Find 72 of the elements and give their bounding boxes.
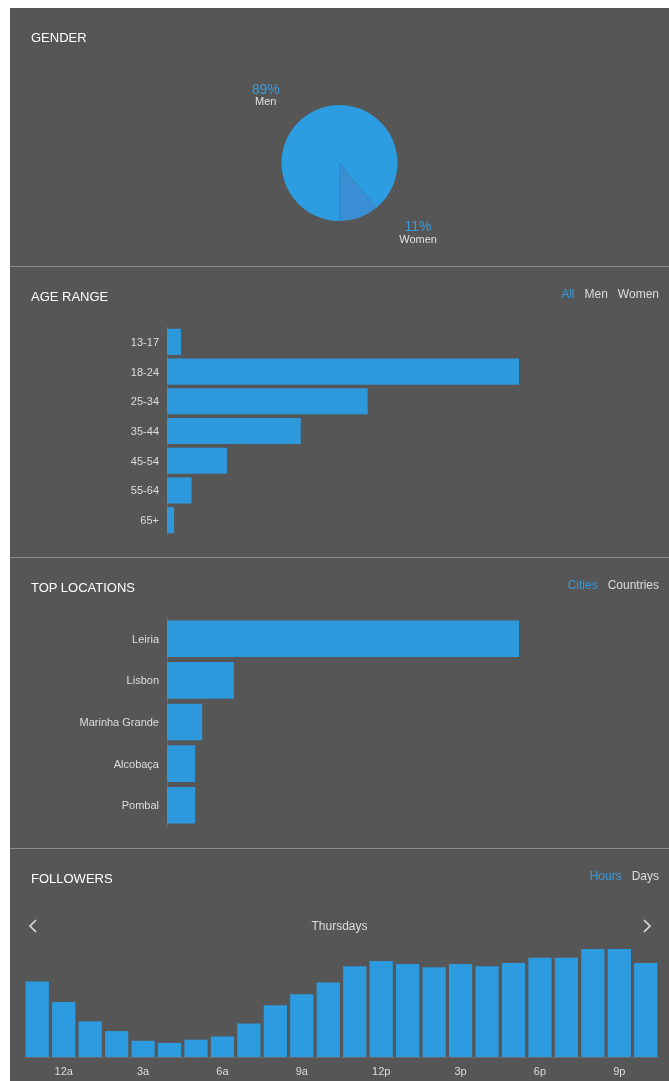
text: Cities <box>567 578 598 592</box>
bar <box>167 620 519 658</box>
bar <box>316 982 340 1057</box>
bar <box>167 703 203 741</box>
x-tick-label: 3p <box>454 1064 467 1077</box>
bar <box>167 477 192 504</box>
bar <box>528 957 552 1057</box>
bar <box>131 1040 155 1057</box>
bar <box>475 966 499 1057</box>
chart-title: AGE RANGE <box>31 289 109 304</box>
bar <box>581 949 605 1057</box>
text: Hours <box>589 869 622 883</box>
y-tick-label: Leiria <box>132 632 160 645</box>
bar <box>167 507 175 534</box>
text: Men <box>584 287 608 301</box>
slice-label: Women <box>399 232 437 245</box>
data-label: 11% <box>404 218 432 235</box>
x-tick-label: 12p <box>372 1064 391 1077</box>
data-label: 89% <box>251 80 280 97</box>
bar <box>290 994 314 1057</box>
text: Days <box>631 869 659 883</box>
y-tick-label: 55-64 <box>130 484 159 497</box>
bar <box>448 964 473 1057</box>
x-tick-label: 6a <box>216 1064 230 1077</box>
bar <box>369 960 393 1057</box>
y-tick-label: 18-24 <box>130 365 159 378</box>
bar <box>157 1042 182 1057</box>
bar <box>237 1023 261 1057</box>
chart-subtitle: Thursdays <box>311 919 368 933</box>
bar <box>167 328 182 355</box>
bar <box>607 949 631 1057</box>
bar <box>78 1021 102 1057</box>
text: GENDER <box>31 30 87 45</box>
bar <box>343 966 367 1057</box>
bar <box>167 447 227 474</box>
bar <box>167 662 234 699</box>
bar <box>501 963 526 1057</box>
x-tick-label: 3a <box>136 1064 151 1077</box>
y-tick-label: 13-17 <box>130 335 159 348</box>
bar <box>167 786 196 824</box>
y-tick-label: Lisbon <box>126 674 159 687</box>
x-tick-label: 6p <box>533 1064 547 1077</box>
y-tick-label: Alcobaça <box>113 757 160 770</box>
text: All <box>561 287 575 301</box>
bar <box>52 1001 76 1057</box>
y-tick-label: 35-44 <box>130 425 159 437</box>
x-tick-label: 12a <box>54 1064 74 1077</box>
bar <box>263 1005 287 1057</box>
bar <box>167 388 368 415</box>
chart-title: FOLLOWERS <box>31 871 113 886</box>
bar <box>167 358 519 385</box>
bar <box>634 963 658 1057</box>
bar <box>184 1039 208 1057</box>
y-tick-label: 65+ <box>140 514 159 527</box>
text: Countries <box>607 578 659 592</box>
bar <box>104 1031 129 1057</box>
bar <box>25 981 49 1057</box>
bar <box>167 745 196 782</box>
bar <box>167 417 301 445</box>
x-tick-label: 9p <box>613 1064 626 1077</box>
y-tick-label: 25-34 <box>130 395 159 408</box>
y-tick-label: Marinha Grande <box>79 716 159 728</box>
y-tick-label: 45-54 <box>130 454 159 467</box>
bar <box>210 1036 235 1057</box>
bar <box>396 964 420 1057</box>
x-tick-label: 9a <box>295 1064 309 1077</box>
bar <box>554 957 579 1057</box>
slice-label: Men <box>255 95 277 108</box>
bar <box>422 967 446 1057</box>
chart-title: TOP LOCATIONS <box>31 580 136 595</box>
y-tick-label: Pombal <box>121 799 159 812</box>
text: Women <box>617 287 659 301</box>
